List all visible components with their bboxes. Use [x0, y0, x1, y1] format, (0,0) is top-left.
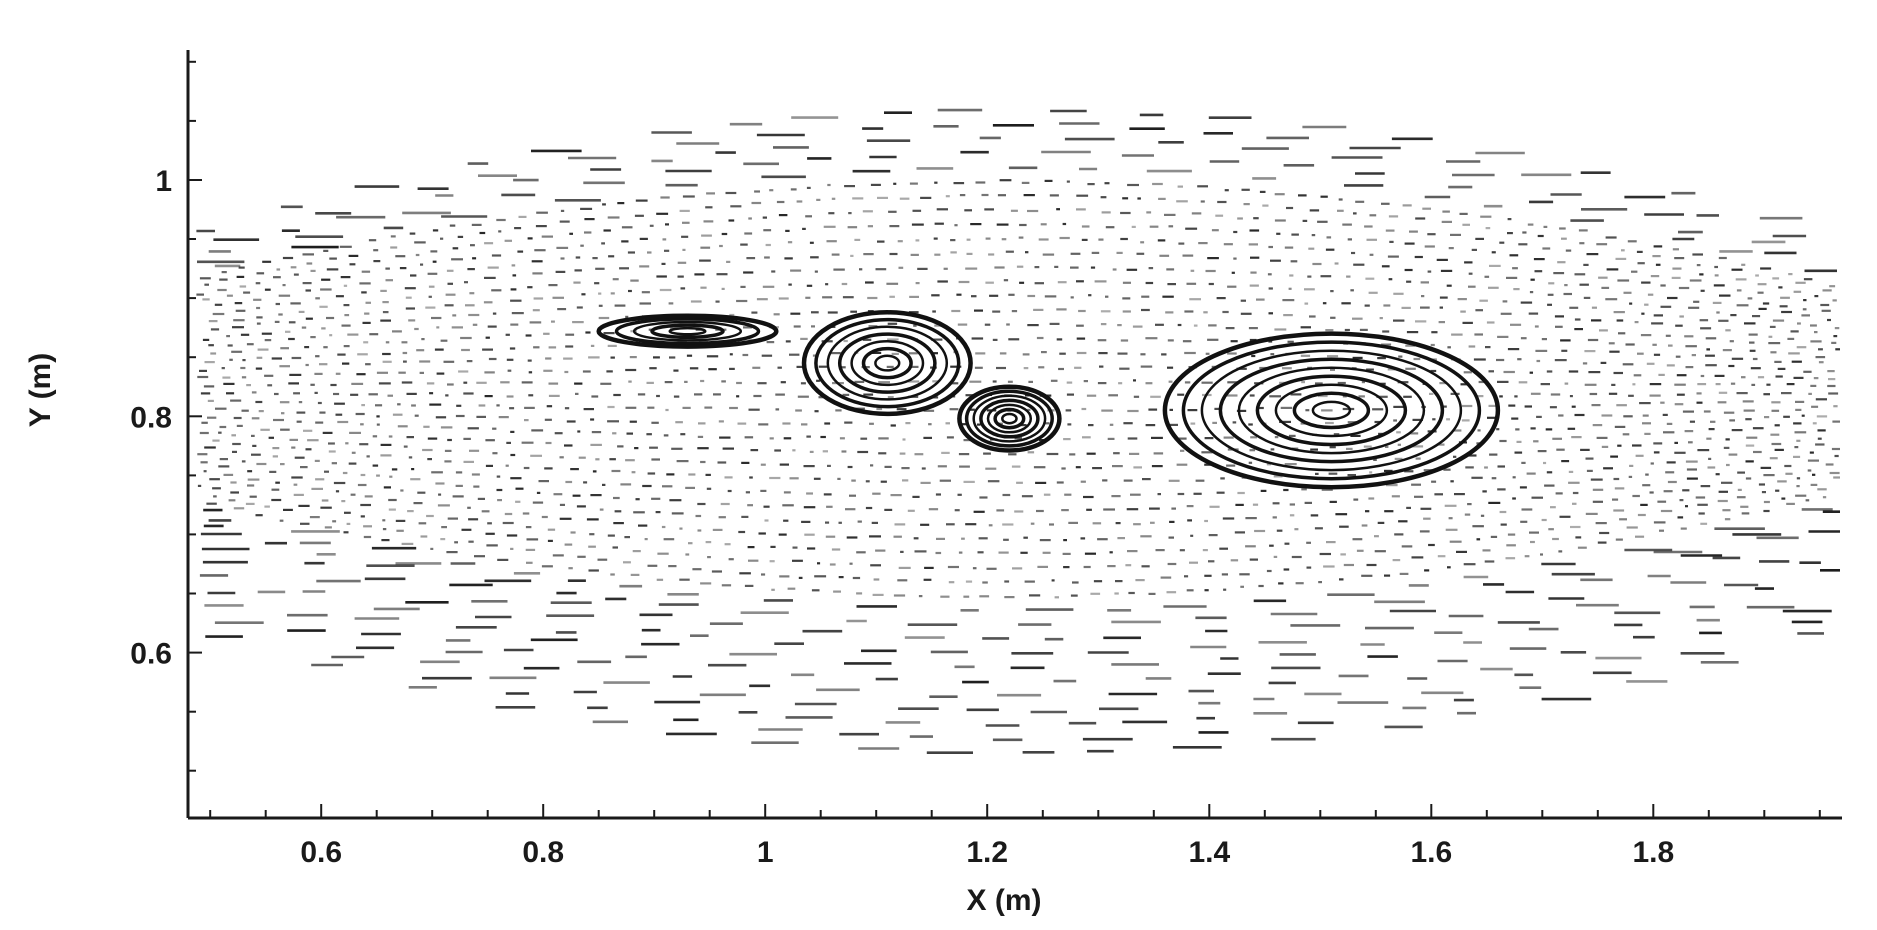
y-ticks: 0.6 0.8 1	[130, 60, 202, 772]
vortex-ring	[993, 407, 1026, 430]
vortex-ring	[614, 317, 761, 346]
vortex-ring	[964, 389, 1054, 448]
y-axis-title: Y (m)	[24, 353, 57, 427]
vortex-ring	[650, 323, 725, 340]
vortex-ring	[1001, 412, 1018, 425]
vortex-2	[801, 310, 973, 417]
vortex-1	[596, 313, 779, 349]
vortex-ring	[1200, 349, 1463, 472]
x-tick-label: 0.6	[300, 836, 342, 869]
vortex-ring	[837, 332, 937, 394]
y-tick-label: 0.8	[130, 401, 172, 434]
vortex-ring	[1162, 331, 1501, 490]
vortex-ring	[596, 313, 779, 349]
vortex-ring	[874, 354, 901, 372]
vortex-ring	[1255, 374, 1408, 447]
vortex-ring	[1181, 340, 1482, 481]
vortex-ring	[979, 398, 1040, 439]
vortex-ring	[1237, 366, 1426, 455]
vortex-ring	[957, 384, 1062, 453]
vortex-ring	[861, 346, 913, 380]
vortex-ring	[826, 325, 949, 401]
vortex-ring	[1218, 357, 1445, 464]
vortex-ring	[850, 340, 925, 387]
vortex-ring	[814, 317, 961, 409]
x-tick-label: 1.8	[1632, 836, 1674, 869]
vortex-ring	[668, 326, 707, 336]
vortex-ring	[632, 320, 743, 342]
x-axis-title: X (m)	[967, 884, 1042, 917]
vortex-ring	[1292, 391, 1371, 430]
y-tick-label: 0.6	[130, 638, 172, 671]
vortex-4	[1162, 331, 1501, 490]
vortex-ring	[1311, 400, 1352, 421]
vortex-ring	[972, 394, 1047, 443]
x-ticks: 0.6 0.8 1 1.2 1.4 1.6 1.8	[209, 804, 1821, 869]
x-tick-label: 1	[757, 836, 774, 869]
vortex-ring	[986, 403, 1033, 434]
x-tick-label: 1.6	[1410, 836, 1452, 869]
vortex-layer	[596, 310, 1501, 490]
vortex-ring	[1274, 383, 1389, 438]
axes: 0.6 0.8 1 1.2 1.4 1.6 1.8 0.6 0.8 1	[130, 50, 1842, 869]
x-tick-label: 1.4	[1188, 836, 1230, 869]
streamline-field	[196, 108, 1840, 755]
x-tick-label: 0.8	[522, 836, 564, 869]
vortex-3	[957, 384, 1062, 453]
x-tick-label: 1.2	[966, 836, 1008, 869]
vortex-ring	[801, 310, 973, 417]
y-tick-label: 1	[155, 165, 172, 198]
